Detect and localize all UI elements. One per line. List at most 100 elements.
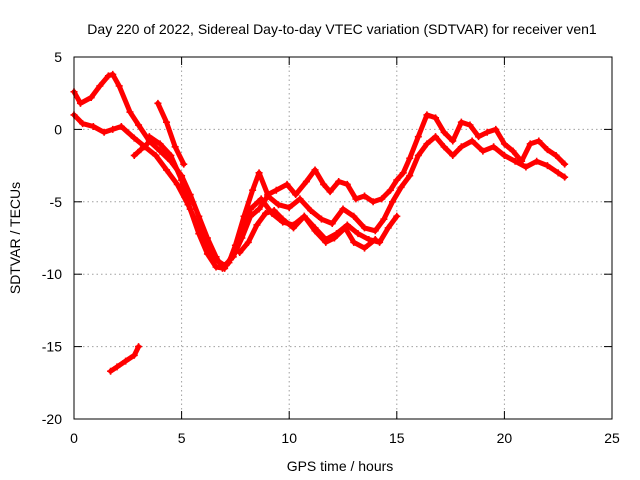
- data-point: [449, 137, 457, 145]
- data-point: [414, 133, 422, 141]
- grid: [74, 57, 612, 419]
- data-point: [341, 224, 349, 232]
- data-point: [369, 198, 377, 206]
- data-point: [270, 206, 278, 214]
- axis-ticks: 0 5 10 15 20 25 -20 -15 -10 -5 0 5: [42, 49, 620, 446]
- data-point: [173, 180, 181, 188]
- y-tick-label: 5: [54, 49, 62, 65]
- x-tick-label: 15: [389, 430, 405, 446]
- data-point: [195, 212, 203, 220]
- data-point: [457, 118, 465, 126]
- data-point: [352, 195, 360, 203]
- data-point: [79, 120, 87, 128]
- data-point: [257, 195, 265, 203]
- data-point: [171, 143, 179, 151]
- data-point: [475, 133, 483, 141]
- series-trace: [155, 100, 187, 167]
- data-point: [167, 151, 175, 159]
- data-point: [152, 151, 160, 159]
- data-point: [163, 118, 171, 126]
- plot-frame: [73, 56, 613, 420]
- data-point: [543, 162, 551, 170]
- series-track-5: [107, 343, 143, 375]
- data-point: [178, 176, 186, 184]
- data-point: [330, 234, 338, 242]
- data-point: [292, 191, 300, 199]
- y-tick-label: -5: [50, 194, 63, 210]
- x-tick-label: 20: [497, 430, 513, 446]
- y-tick-label: -20: [42, 411, 62, 427]
- data-point: [361, 244, 369, 252]
- data-point: [135, 343, 143, 351]
- data-point: [423, 140, 431, 148]
- data-point: [354, 230, 362, 238]
- data-point: [130, 151, 138, 159]
- data-point: [145, 133, 153, 141]
- data-point: [285, 204, 293, 212]
- data-point: [249, 186, 257, 194]
- data-point: [440, 143, 448, 151]
- data-point: [87, 94, 95, 102]
- data-point: [130, 134, 138, 142]
- data-point: [432, 114, 440, 122]
- data-point: [195, 230, 203, 238]
- data-point: [76, 99, 84, 107]
- data-point: [113, 363, 121, 371]
- data-point: [561, 160, 569, 168]
- data-point: [244, 238, 252, 246]
- data-point: [300, 212, 308, 220]
- x-axis-label: GPS time / hours: [287, 458, 394, 474]
- data-point: [384, 224, 392, 232]
- data-point: [317, 215, 325, 223]
- series-track-4: [236, 206, 379, 256]
- data-point: [115, 82, 123, 90]
- data-point: [135, 121, 143, 129]
- y-tick-label: -10: [42, 266, 62, 282]
- data-point: [361, 224, 369, 232]
- data-point: [156, 147, 164, 155]
- data-point: [137, 146, 145, 154]
- data-point: [186, 205, 194, 213]
- data-point: [253, 221, 261, 229]
- data-point: [561, 173, 569, 181]
- data-point: [509, 147, 517, 155]
- data-point: [236, 248, 244, 256]
- data-point: [180, 160, 188, 168]
- data-point: [492, 125, 500, 133]
- data-point: [274, 201, 282, 209]
- data-point: [238, 227, 246, 235]
- data-point: [96, 82, 104, 90]
- data-point: [511, 157, 519, 165]
- data-point: [255, 169, 263, 177]
- data-point: [406, 172, 414, 180]
- data-point: [262, 209, 270, 217]
- x-tick-label: 5: [178, 430, 186, 446]
- chart-title: Day 220 of 2022, Sidereal Day-to-day VTE…: [87, 21, 597, 37]
- data-point: [399, 169, 407, 177]
- data-point: [350, 238, 358, 246]
- data-point: [328, 220, 336, 228]
- data-point: [440, 128, 448, 136]
- data-point: [302, 178, 310, 186]
- data-point: [156, 140, 164, 148]
- data-point: [143, 140, 151, 148]
- data-point: [322, 238, 330, 246]
- data-point: [432, 133, 440, 141]
- data-point: [335, 178, 343, 186]
- data-point: [307, 206, 315, 214]
- data-point: [290, 224, 298, 232]
- data-point: [109, 70, 117, 78]
- series-trace: [71, 71, 568, 271]
- data-point: [221, 264, 229, 272]
- data-point: [130, 351, 138, 359]
- series-track-6: [130, 140, 151, 159]
- data-point: [380, 215, 388, 223]
- data-point: [500, 151, 508, 159]
- data-point: [343, 180, 351, 188]
- data-point: [311, 227, 319, 235]
- x-tick-label: 10: [281, 430, 297, 446]
- data-point: [89, 123, 97, 131]
- y-tick-label: -15: [42, 339, 62, 355]
- data-point: [246, 205, 254, 213]
